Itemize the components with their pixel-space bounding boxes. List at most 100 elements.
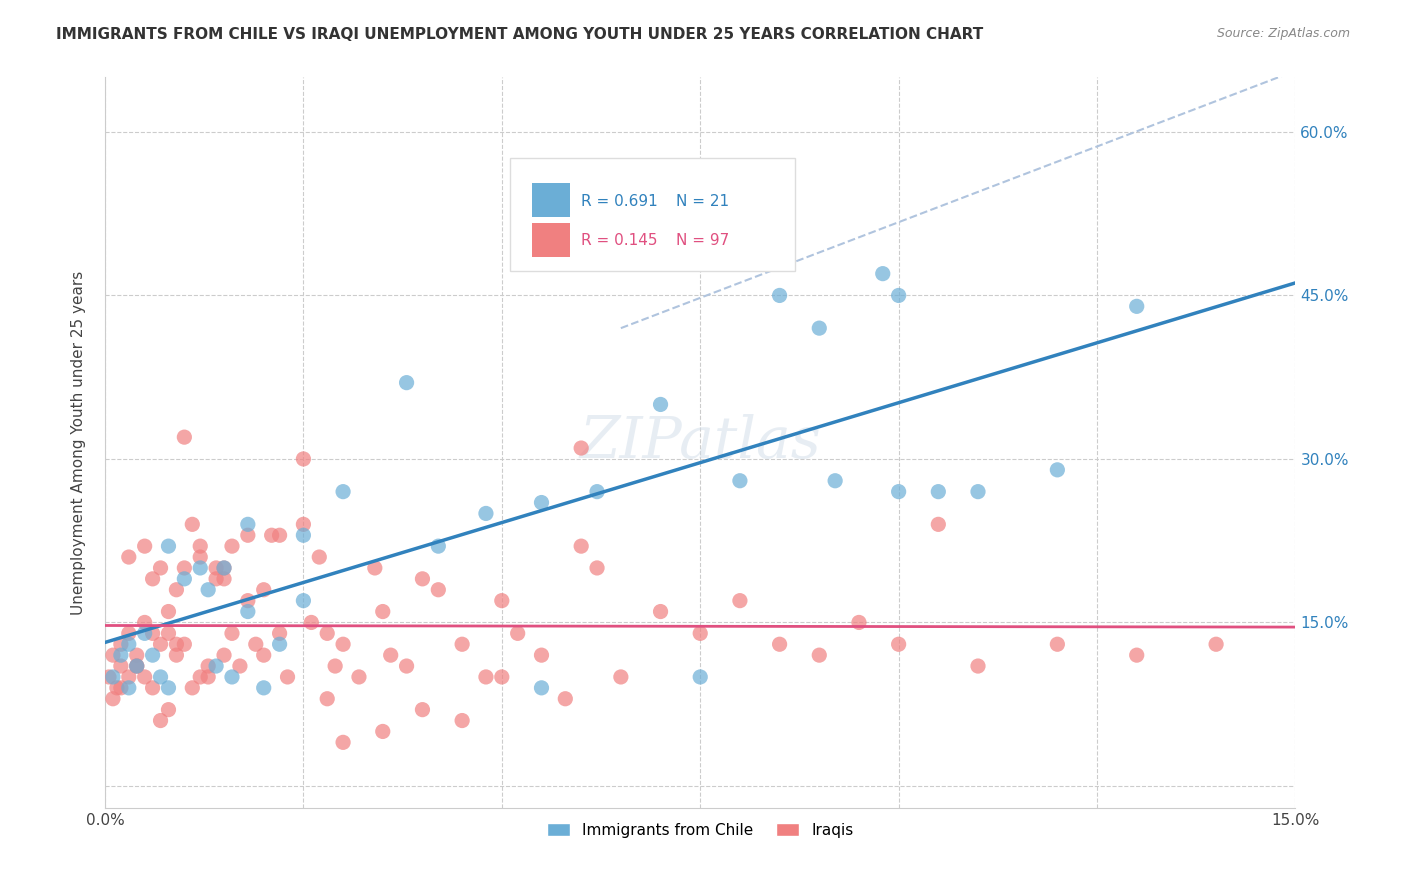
Point — [427, 539, 450, 553]
Point — [205, 659, 228, 673]
Point — [149, 670, 172, 684]
Point — [332, 637, 354, 651]
Point — [197, 582, 219, 597]
Point — [229, 659, 252, 673]
Point — [205, 561, 228, 575]
Point — [728, 593, 751, 607]
Point — [569, 441, 592, 455]
Point — [292, 528, 315, 542]
Point — [101, 670, 124, 684]
Point — [188, 670, 211, 684]
Point — [118, 670, 141, 684]
Point — [253, 582, 276, 597]
Point — [149, 637, 172, 651]
Point — [197, 670, 219, 684]
Point — [253, 681, 276, 695]
Point — [142, 626, 165, 640]
Point — [181, 517, 204, 532]
Point — [569, 179, 592, 194]
Point — [411, 703, 433, 717]
Point — [395, 376, 418, 390]
Point — [475, 670, 498, 684]
Point — [110, 637, 132, 651]
Point — [157, 605, 180, 619]
Text: Source: ZipAtlas.com: Source: ZipAtlas.com — [1216, 27, 1350, 40]
Point — [586, 484, 609, 499]
Text: IMMIGRANTS FROM CHILE VS IRAQI UNEMPLOYMENT AMONG YOUTH UNDER 25 YEARS CORRELATI: IMMIGRANTS FROM CHILE VS IRAQI UNEMPLOYM… — [56, 27, 983, 42]
Point — [1125, 648, 1147, 662]
Point — [277, 670, 299, 684]
Point — [380, 648, 402, 662]
Point — [269, 528, 291, 542]
Point — [451, 714, 474, 728]
Point — [887, 484, 910, 499]
Point — [157, 626, 180, 640]
Point — [530, 495, 553, 509]
Point — [157, 703, 180, 717]
Point — [149, 561, 172, 575]
Point — [205, 572, 228, 586]
Point — [650, 397, 672, 411]
Point — [967, 484, 990, 499]
Point — [1125, 299, 1147, 313]
Point — [1046, 463, 1069, 477]
Point — [308, 549, 330, 564]
Point — [292, 593, 315, 607]
Point — [824, 474, 846, 488]
Point — [768, 637, 790, 651]
FancyBboxPatch shape — [510, 158, 796, 271]
Point — [134, 539, 156, 553]
Point — [212, 561, 235, 575]
Point — [118, 549, 141, 564]
Point — [768, 288, 790, 302]
Point — [332, 735, 354, 749]
Point — [371, 724, 394, 739]
Point — [236, 517, 259, 532]
Point — [475, 507, 498, 521]
Point — [245, 637, 267, 651]
Point — [299, 615, 322, 630]
Point — [110, 681, 132, 695]
Point — [530, 681, 553, 695]
Point — [887, 637, 910, 651]
Point — [808, 321, 831, 335]
Text: N = 97: N = 97 — [676, 233, 730, 248]
Point — [347, 670, 370, 684]
Y-axis label: Unemployment Among Youth under 25 years: Unemployment Among Youth under 25 years — [72, 270, 86, 615]
Point — [491, 593, 513, 607]
FancyBboxPatch shape — [533, 183, 571, 217]
Point — [395, 659, 418, 673]
Point — [569, 539, 592, 553]
Point — [554, 691, 576, 706]
Point — [188, 539, 211, 553]
Point — [689, 670, 711, 684]
Point — [808, 648, 831, 662]
Point — [332, 484, 354, 499]
Point — [110, 648, 132, 662]
Point — [610, 670, 633, 684]
Point — [101, 691, 124, 706]
Text: R = 0.145: R = 0.145 — [581, 233, 658, 248]
Point — [316, 626, 339, 640]
Point — [728, 474, 751, 488]
Point — [872, 267, 894, 281]
Point — [125, 659, 148, 673]
Point — [125, 648, 148, 662]
Point — [427, 582, 450, 597]
Point — [165, 637, 187, 651]
Point — [118, 681, 141, 695]
Point — [173, 637, 195, 651]
Point — [188, 561, 211, 575]
Point — [212, 561, 235, 575]
Text: N = 21: N = 21 — [676, 194, 730, 209]
Point — [134, 670, 156, 684]
Point — [364, 561, 387, 575]
Point — [221, 670, 243, 684]
Point — [188, 549, 211, 564]
Point — [316, 691, 339, 706]
Point — [197, 659, 219, 673]
FancyBboxPatch shape — [533, 223, 571, 257]
Point — [491, 670, 513, 684]
Point — [157, 681, 180, 695]
Point — [212, 572, 235, 586]
